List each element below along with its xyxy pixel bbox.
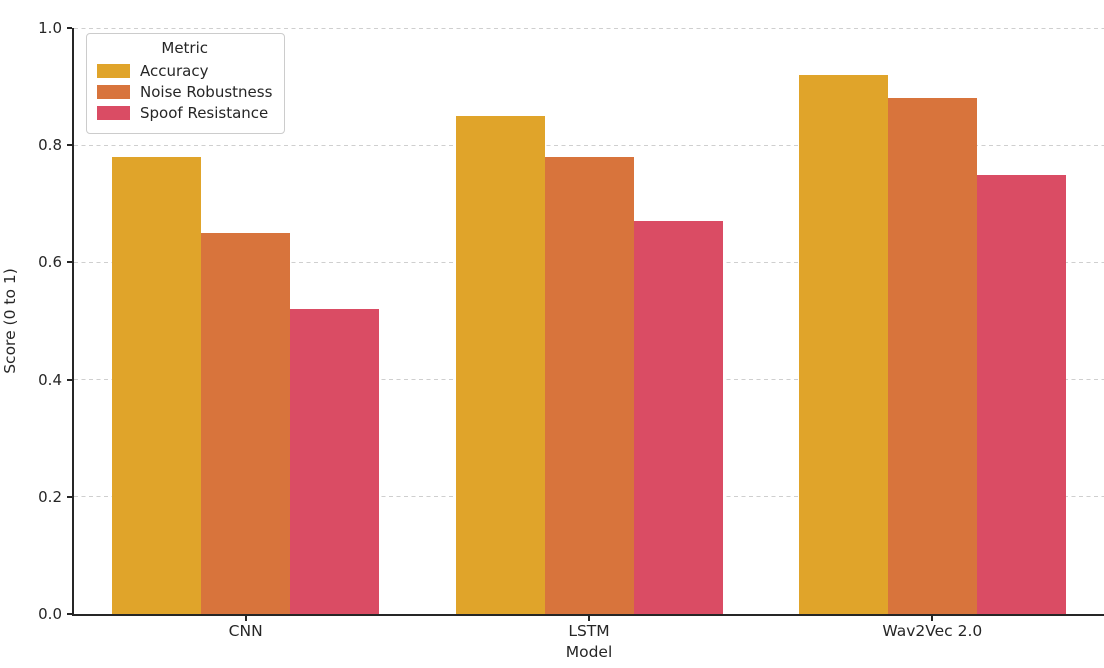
bar-cnn-accuracy: [112, 156, 202, 614]
gridline-y-0-8: [74, 144, 1104, 146]
bar-wav2vec-2-0-spoof-resistance: [976, 174, 1066, 614]
bar-cnn-spoof-resistance: [290, 309, 380, 614]
bar-lstm-spoof-resistance: [633, 221, 723, 614]
y-tick-1-0: [67, 27, 72, 29]
y-tick-label-1-0: 1.0: [38, 19, 62, 37]
legend-entry-accuracy: Accuracy: [97, 62, 272, 80]
y-tick-0-4: [67, 378, 72, 381]
y-tick-label-0-6: 0.6: [38, 253, 62, 272]
bar-cnn-noise-robustness: [201, 233, 291, 614]
x-tick-cnn: [244, 616, 247, 621]
y-tick-0-2: [67, 495, 72, 498]
y-tick-0-8: [67, 144, 72, 147]
legend-title: Metric: [161, 39, 209, 57]
legend-entry-noise-robustness: Noise Robustness: [97, 83, 272, 101]
x-tick-lstm: [588, 616, 590, 621]
legend-label-accuracy: Accuracy: [140, 62, 209, 80]
bar-lstm-noise-robustness: [544, 156, 634, 614]
legend-swatch-accuracy: [97, 64, 130, 78]
bar-wav2vec-2-0-noise-robustness: [887, 98, 977, 614]
legend-swatch-noise-robustness: [97, 85, 130, 99]
x-tick-wav2vec-2-0: [931, 616, 934, 621]
x-tick-label-wav2vec-2-0: Wav2Vec 2.0: [882, 622, 983, 640]
legend: Metric Accuracy Noise Robustness Spoof Res…: [86, 33, 286, 134]
y-tick-label-0-2: 0.2: [38, 487, 62, 506]
y-tick-label-0-8: 0.8: [38, 136, 62, 155]
x-axis-spine: [72, 614, 1104, 616]
legend-label-spoof-resistance: Spoof Resistance: [140, 104, 269, 122]
x-axis-title: Model: [565, 643, 613, 661]
x-tick-label-cnn: CNN: [228, 622, 263, 640]
bar-lstm-accuracy: [455, 115, 545, 614]
legend-entries: Accuracy Noise Robustness Spoof Resistance: [97, 62, 272, 122]
legend-entry-spoof-resistance: Spoof Resistance: [97, 104, 272, 122]
y-tick-label-0-0: 0.0: [38, 605, 62, 623]
y-tick-label-0-4: 0.4: [38, 370, 62, 389]
gridline-y-1-0: [74, 27, 1104, 29]
legend-swatch-spoof-resistance: [97, 106, 130, 120]
y-tick-0-6: [67, 261, 72, 264]
y-tick-0-0: [67, 613, 72, 615]
y-axis-title: Score (0 to 1): [1, 268, 19, 374]
x-tick-label-lstm: LSTM: [568, 622, 610, 640]
y-axis-spine: [72, 28, 74, 616]
bar-wav2vec-2-0-accuracy: [798, 74, 888, 614]
legend-label-noise-robustness: Noise Robustness: [140, 83, 273, 101]
